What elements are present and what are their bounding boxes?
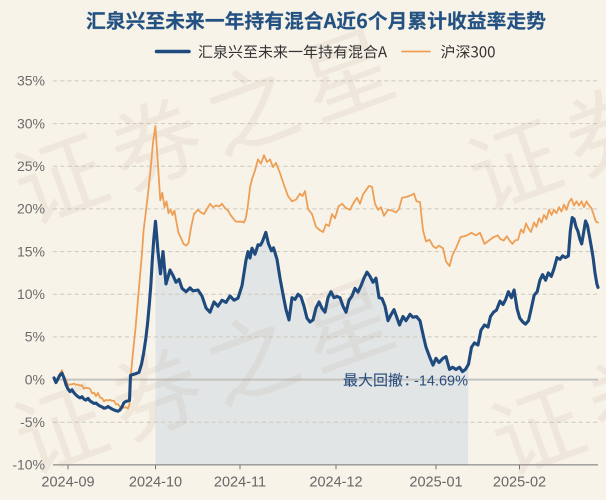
svg-text:-10%: -10% (12, 457, 45, 473)
svg-text:35%: 35% (17, 73, 45, 89)
svg-text:2024-11: 2024-11 (214, 474, 266, 490)
svg-text:20%: 20% (17, 201, 45, 217)
svg-text:2025-01: 2025-01 (409, 474, 462, 490)
svg-text:30%: 30% (17, 115, 45, 131)
svg-text:2024-10: 2024-10 (129, 474, 182, 490)
svg-text:10%: 10% (17, 286, 45, 302)
svg-text:15%: 15% (17, 243, 45, 259)
svg-text:5%: 5% (25, 329, 45, 345)
svg-text:-5%: -5% (20, 414, 45, 430)
svg-text:25%: 25% (17, 158, 45, 174)
svg-text:2025-02: 2025-02 (493, 474, 546, 490)
svg-text:2024-12: 2024-12 (309, 474, 362, 490)
svg-text:-14.69%: -14.69% (414, 374, 468, 390)
svg-text:0%: 0% (25, 371, 45, 387)
svg-text:2024-09: 2024-09 (41, 474, 94, 490)
